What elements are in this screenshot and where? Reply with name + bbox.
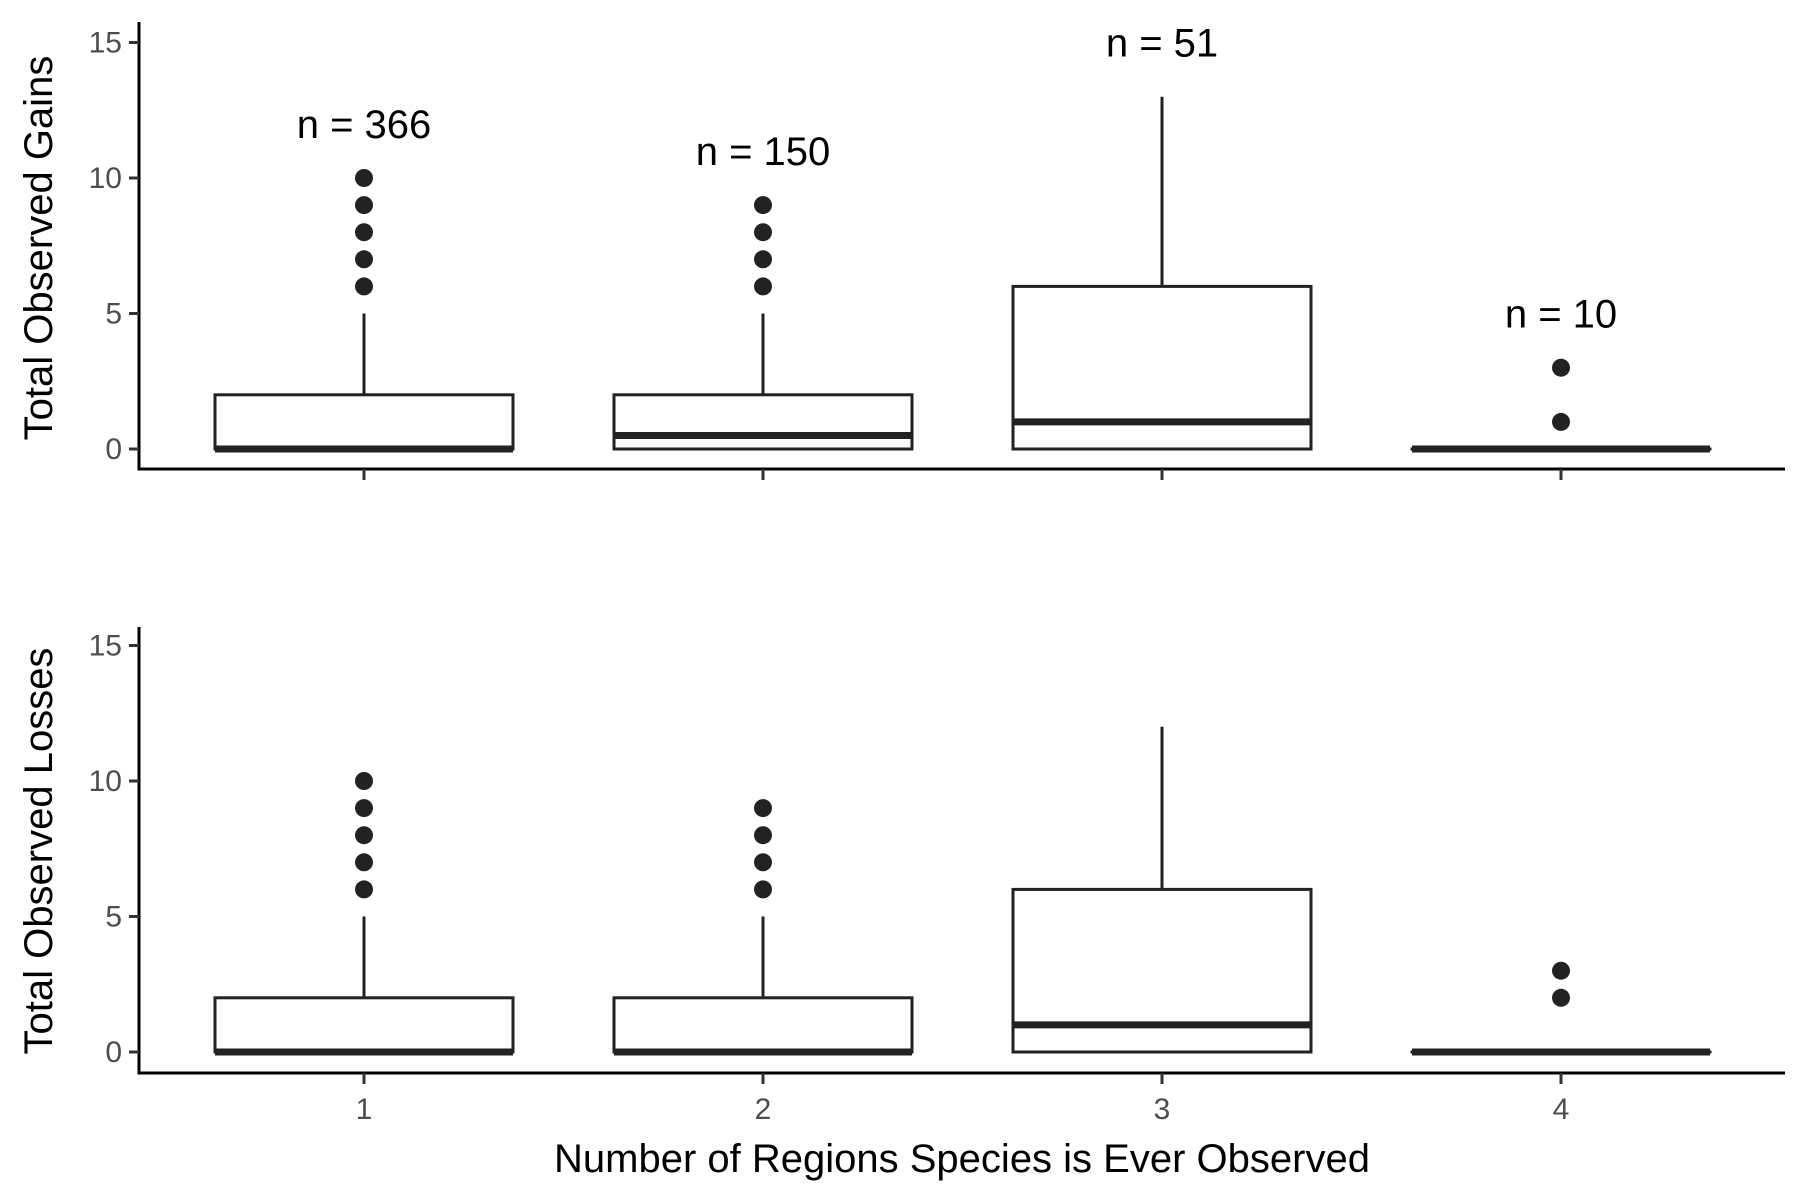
y-tick-label: 5 [105,298,122,331]
iqr-box [213,393,515,451]
outlier-point [754,853,772,872]
y-axis-title: Total Observed Gains [17,56,61,441]
y-tick-label: 5 [105,901,122,934]
x-tick-label: 3 [1154,1093,1171,1126]
outlier-point [355,223,373,242]
outlier-point [1552,961,1570,980]
outlier-point [754,799,772,818]
outlier-point [754,250,772,269]
iqr-box [612,393,914,451]
box-2: n = 150 [612,130,914,451]
y-tick-label: 15 [89,630,122,663]
box-3: n = 51 [1011,22,1313,451]
outlier-point [754,223,772,242]
box-4 [1410,961,1712,1056]
outlier-point [355,880,373,899]
outlier-point [1552,412,1570,431]
y-tick-label: 0 [105,1036,122,1069]
gains-panel: Total Observed Gains 0 5 10 15 n = 366 n = 150… [17,22,1785,480]
n-label: n = 51 [1106,22,1218,66]
y-tick-label: 15 [89,27,122,60]
outlier-point [355,169,373,187]
outlier-point [754,196,772,215]
outlier-point [754,277,772,296]
outlier-point [355,196,373,215]
iqr-box [213,996,515,1054]
outlier-point [1552,988,1570,1007]
outlier-point [355,826,373,845]
box-3 [1011,726,1313,1054]
n-label: n = 366 [297,103,432,147]
outlier-point [355,250,373,269]
y-tick-label: 0 [105,433,122,466]
x-axis-title: Number of Regions Species is Ever Observ… [554,1137,1370,1181]
outlier-point [1552,358,1570,377]
box-4: n = 10 [1410,293,1712,453]
y-tick-label: 10 [89,765,122,798]
outlier-point [754,826,772,845]
outlier-point [754,880,772,899]
n-label: n = 150 [696,130,831,174]
outlier-point [355,277,373,296]
outlier-point [355,853,373,872]
y-tick-label: 10 [89,162,122,195]
losses-panel: Total Observed Losses 0 5 10 15 1 2 3 4 [17,627,1785,1126]
y-axis-title: Total Observed Losses [17,648,61,1055]
outlier-point [355,799,373,818]
x-tick-label: 4 [1553,1093,1570,1126]
box-2 [612,799,914,1056]
x-tick-label: 2 [755,1093,772,1126]
n-label: n = 10 [1505,293,1617,337]
box-1: n = 366 [213,103,515,453]
x-tick-label: 1 [356,1093,373,1126]
outlier-point [355,772,373,790]
box-1 [213,772,515,1056]
iqr-box [612,996,914,1054]
